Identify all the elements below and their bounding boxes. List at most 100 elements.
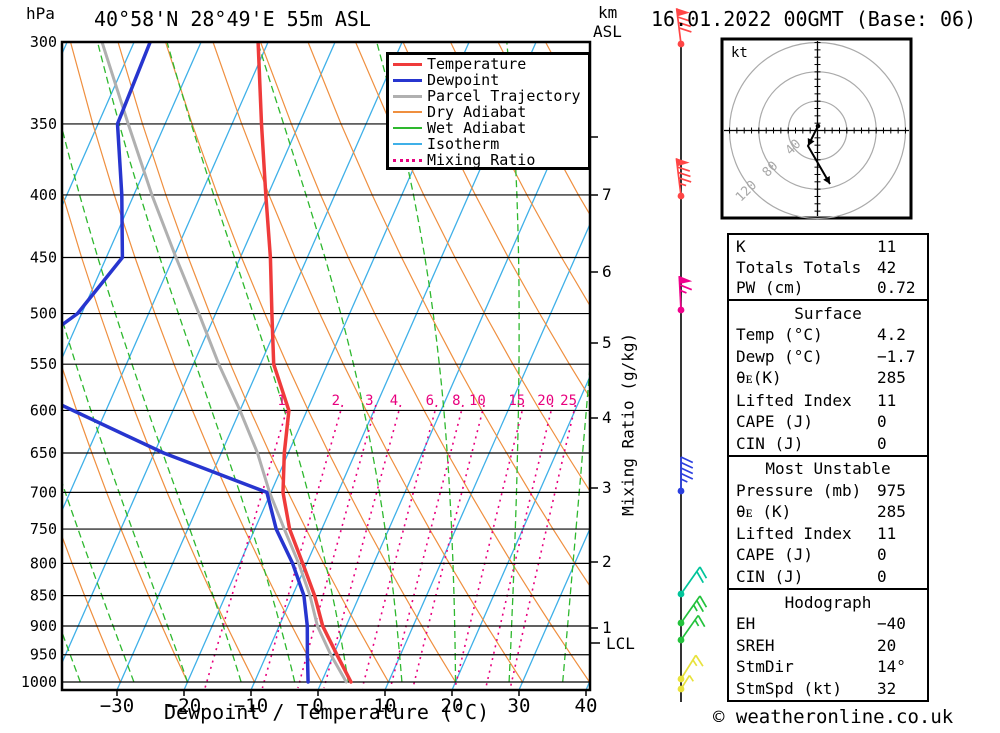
- table-row: Dewp (°C) −1.7: [729, 347, 927, 366]
- barb-feather-half: [680, 478, 688, 483]
- barb-feather-half: [688, 674, 695, 682]
- table-row: CIN (J) 0: [729, 434, 927, 453]
- km-label: 1: [602, 618, 612, 637]
- legend-swatch-dry-adiabat: [393, 111, 422, 113]
- row-value: 14°: [877, 657, 906, 676]
- hodograph-trace-start-dot: [815, 123, 821, 129]
- barb-station-dot: [677, 619, 685, 627]
- stats-table-hodograph: Hodograph EH −40 SREH 20 StmDir 14° StmSpd (kt)…: [727, 588, 929, 702]
- table-row: CIN (J) 0: [729, 567, 927, 586]
- barb-station-dot: [677, 487, 685, 495]
- barb-station-dot: [677, 192, 685, 200]
- mixing-ratio-label: 10: [469, 393, 486, 409]
- pressure-label: 850: [30, 587, 57, 605]
- row-label: θᴇ(K): [736, 368, 782, 387]
- parcel-curve: [100, 42, 348, 684]
- wind-barb: [675, 8, 692, 48]
- barb-feather-full: [697, 615, 706, 628]
- row-label: θᴇ (K): [736, 501, 792, 521]
- mixing-ratio-axis-label: Mixing Ratio (g/kg): [618, 332, 638, 516]
- legend-swatch-wet-adiabat: [393, 127, 422, 129]
- barb-feather-full: [680, 467, 694, 475]
- row-label: CIN (J): [736, 433, 804, 453]
- barb-feather-full: [677, 16, 691, 22]
- legend-label: Dewpoint: [427, 70, 500, 89]
- x-tick-label: 40: [575, 695, 598, 717]
- pressure-label: 750: [30, 520, 57, 538]
- pressure-label: 800: [30, 554, 57, 572]
- pressure-label: 950: [30, 646, 57, 664]
- stats-table-surface: Surface Temp (°C) 4.2 Dewp (°C) −1.7 θᴇ(K) 285…: [727, 299, 929, 457]
- lcl-label: LCL: [606, 634, 635, 653]
- barb-feather-full: [680, 456, 694, 464]
- mixing-ratio-line: [323, 404, 402, 689]
- temperature-curve: [256, 42, 353, 684]
- legend-item: Dewpoint: [389, 72, 588, 88]
- mixing-ratio-label: 15: [508, 393, 525, 409]
- barb-feather-full: [679, 284, 693, 291]
- barb-station-dot: [677, 306, 685, 314]
- row-label: Totals Totals: [736, 257, 862, 277]
- legend-swatch-temperature: [393, 62, 422, 66]
- barb-feather-full: [699, 595, 708, 608]
- legend-box: Temperature Dewpoint Parcel Trajectory Dry …: [386, 52, 591, 170]
- mixing-ratio-line: [485, 404, 554, 689]
- legend-swatch-isotherm: [393, 143, 422, 145]
- stats-panel: K 11 Totals Totals 42 PW (cm) 0.72 Surface Temp…: [727, 233, 929, 702]
- row-value: 11: [877, 390, 897, 410]
- station-title: 40°58'N 28°49'E 55m ASL: [94, 7, 371, 31]
- legend-item: Mixing Ratio: [389, 152, 588, 168]
- barb-station-dot: [677, 40, 685, 48]
- x-tick-label: −20: [167, 695, 201, 717]
- km-label: 3: [602, 478, 612, 497]
- barb-flag: [679, 276, 693, 285]
- row-value: 11: [877, 236, 897, 256]
- wind-barb: [677, 276, 693, 314]
- datetime-label: 16.01.2022 00GMT (Base: 06): [651, 7, 977, 31]
- pressure-label: 450: [30, 249, 57, 267]
- wet-adiabat-line: [506, 42, 520, 683]
- legend-label: Temperature: [427, 54, 527, 73]
- row-value: 0: [877, 412, 887, 431]
- isotherm-line: [62, 42, 135, 208]
- wind-barb: [677, 674, 695, 693]
- altitude-axis-unit2: ASL: [593, 22, 622, 41]
- wet-adiabat-line: [0, 42, 27, 682]
- x-tick-label: 10: [374, 695, 397, 717]
- wind-barb: [677, 566, 708, 598]
- mixing-ratio-label: 25: [560, 393, 577, 409]
- dry-adiabat-line: [62, 534, 122, 683]
- table-row: CAPE (J) 0: [729, 545, 927, 564]
- row-label: Lifted Index: [736, 524, 852, 544]
- x-axis-title: Dewpoint / Temperature (°C): [164, 700, 490, 724]
- barb-feather-full: [678, 21, 691, 28]
- wet-adiabat-line: [562, 358, 590, 683]
- legend-swatch-mixing-ratio: [393, 158, 422, 162]
- row-value: 0.72: [877, 278, 916, 298]
- dewpoint-curve: [62, 42, 310, 684]
- row-value: 0: [877, 433, 887, 453]
- pressure-label: 500: [30, 305, 57, 323]
- row-value: 0: [877, 566, 887, 586]
- barb-staff: [680, 566, 701, 595]
- isotherm-line: [62, 42, 269, 513]
- barb-feather-full: [696, 571, 705, 584]
- legend-item: Wet Adiabat: [389, 120, 588, 136]
- barb-feather-full: [678, 177, 692, 183]
- legend-swatch-dewpoint: [393, 78, 422, 82]
- wet-adiabat-line: [96, 42, 296, 683]
- mixing-ratio-label: 3: [365, 393, 373, 409]
- legend-item: Dry Adiabat: [389, 104, 588, 120]
- row-value: 285: [877, 368, 906, 387]
- table-title: Surface: [794, 303, 862, 323]
- wet-adiabat-line: [62, 125, 242, 683]
- barb-feather-full: [695, 654, 704, 667]
- table-row: Pressure (mb) 975: [729, 481, 927, 500]
- isotherm-line: [451, 374, 590, 690]
- row-label: EH: [736, 614, 756, 633]
- barb-station-dot: [677, 590, 685, 598]
- table-row: SREH 20: [729, 636, 927, 655]
- table-row: EH −40: [729, 614, 927, 633]
- plot-border: [60, 40, 592, 692]
- mixing-ratio-label: 1: [277, 393, 285, 409]
